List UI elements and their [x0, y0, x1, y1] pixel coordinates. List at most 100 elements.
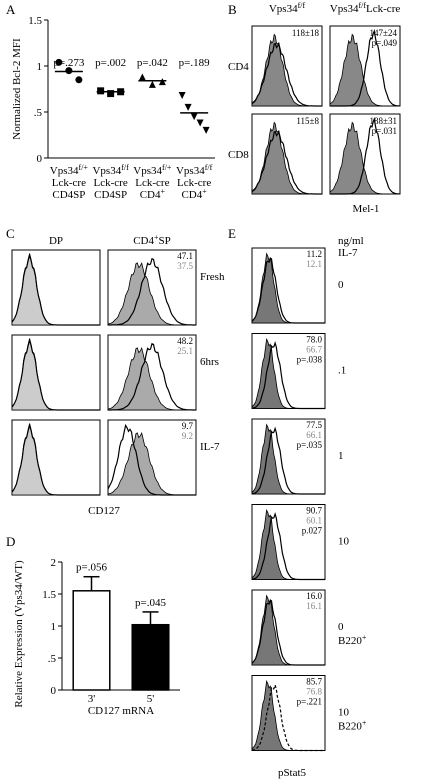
superscript: + — [362, 633, 367, 642]
column-header: ng/ml — [338, 235, 364, 247]
value-label: 9.2 — [182, 431, 193, 441]
text-part: Vps34 — [50, 165, 79, 177]
text-part: Vps34 — [176, 165, 205, 177]
point — [97, 87, 105, 95]
x-tick-label: CD4+ — [181, 187, 207, 202]
histogram-open — [251, 340, 325, 410]
condition-label: 1 — [338, 450, 344, 462]
value-label: 9.7 — [182, 421, 194, 431]
value-label: 47.1 — [177, 251, 193, 261]
panel-label: D — [6, 534, 15, 549]
text-part: B220 — [338, 635, 362, 647]
superscript: f/f — [358, 1, 366, 10]
y-tick-label: 2 — [51, 557, 57, 569]
superscript: + — [202, 187, 207, 196]
point — [75, 76, 83, 84]
column-header: Vps34f/fLck-cre — [330, 1, 401, 16]
value-label: 16.1 — [306, 601, 322, 611]
condition-label: 10 — [338, 536, 350, 548]
condition-label: .1 — [338, 365, 346, 377]
value-label: 60.1 — [306, 516, 322, 526]
superscript: f/f — [121, 163, 129, 172]
column-header: IL-7 — [338, 247, 358, 259]
annotation: p=.056 — [76, 562, 107, 574]
column-header: DP — [49, 235, 63, 247]
superscript: + — [154, 233, 159, 242]
text-part: Lck-cre — [366, 3, 400, 15]
condition-label: B220+ — [338, 633, 367, 648]
histogram-open — [108, 257, 196, 326]
histogram-open — [108, 342, 196, 411]
point — [196, 119, 204, 127]
text-part: CD4 — [181, 189, 202, 201]
point — [107, 90, 115, 98]
point — [65, 67, 73, 75]
histogram-open — [11, 338, 100, 411]
x-tick-label: Vps34f/f — [92, 163, 129, 178]
x-tick-label: Lck-cre — [177, 177, 211, 189]
annotation: p=.189 — [179, 57, 210, 69]
histogram-filled — [107, 261, 196, 326]
row-label: 6hrs — [200, 356, 219, 368]
text-part: Vps34 — [133, 165, 162, 177]
histogram-filled — [107, 346, 196, 411]
column-header: Vps34f/f — [269, 1, 306, 16]
y-tick-label: 1 — [37, 61, 43, 73]
value-label: 90.7 — [306, 506, 322, 516]
value-label: 76.8 — [306, 687, 322, 697]
value-label: 66.1 — [306, 430, 322, 440]
superscript: f/f — [298, 1, 306, 10]
histogram-open — [107, 423, 196, 496]
x-tick-label: Lck-cre — [94, 177, 128, 189]
x-tick-label: 5' — [147, 693, 155, 705]
value-label: 11.2 — [307, 249, 322, 259]
point — [148, 80, 156, 88]
superscript: + — [362, 718, 367, 727]
condition-label: B220+ — [338, 718, 367, 733]
histogram-open — [251, 599, 325, 666]
value-label: 12.1 — [306, 259, 322, 269]
value-label: 16.0 — [306, 591, 322, 601]
annotation: p=.049 — [372, 38, 398, 48]
y-tick-label: .5 — [48, 653, 57, 665]
value-label: 66.7 — [306, 345, 322, 355]
y-axis-label: Normalized Bcl-2 MFI — [11, 38, 23, 140]
histogram-open — [11, 423, 100, 496]
x-tick-label: Vps34f/+ — [133, 163, 172, 178]
x-axis-label: CD127 mRNA — [88, 705, 154, 717]
x-tick-label: Lck-cre — [52, 177, 86, 189]
histogram-open — [251, 426, 325, 495]
x-tick-label: CD4SP — [52, 189, 85, 201]
value-label: 85.7 — [306, 677, 322, 687]
text-part: Vps34 — [269, 3, 298, 15]
y-tick-label: 0 — [37, 153, 43, 165]
row-label: Fresh — [200, 271, 225, 283]
value-label: 48.2 — [177, 336, 193, 346]
point — [190, 113, 198, 121]
annotation: p=.031 — [372, 126, 397, 136]
y-tick-label: .5 — [34, 107, 43, 119]
point — [158, 78, 166, 86]
panel-label: E — [228, 226, 236, 241]
point — [202, 126, 210, 134]
histogram-open — [251, 257, 325, 324]
condition-label: 0 — [338, 279, 344, 291]
histogram-open — [330, 28, 400, 107]
annotation: p=.002 — [95, 57, 126, 69]
row-label: CD8 — [228, 149, 249, 161]
superscript: f/+ — [79, 163, 89, 172]
point — [178, 91, 186, 99]
x-axis-label: pStat5 — [278, 767, 307, 779]
value-label: 25.1 — [177, 346, 193, 356]
histogram-filled — [329, 33, 400, 107]
text-part: CD4 — [140, 189, 161, 201]
x-tick-label: CD4+ — [140, 187, 166, 202]
x-tick-label: Vps34f/f — [176, 163, 213, 178]
annotation: 115±8 — [296, 116, 319, 126]
condition-label: 0 — [338, 621, 344, 633]
x-tick-label: CD4SP — [94, 189, 127, 201]
annotation: p=.042 — [137, 57, 168, 69]
x-axis-label: CD127 — [88, 505, 120, 517]
panel-label: B — [228, 2, 237, 17]
